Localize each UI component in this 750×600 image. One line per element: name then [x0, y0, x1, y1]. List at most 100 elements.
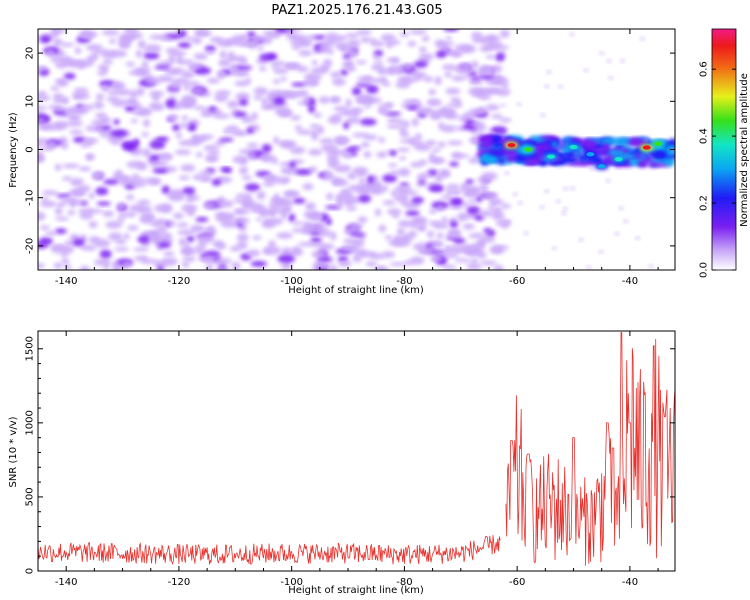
spectrogram-noise-cell: [319, 138, 335, 144]
spectrogram-noise-cell: [326, 192, 334, 201]
spectrogram-noise-cell: [382, 200, 396, 206]
spectrogram-noise-cell: [431, 250, 446, 255]
spectrogram-noise-cell: [151, 93, 161, 102]
spectrogram-signal-cell: [487, 150, 504, 156]
spectrogram-noise-cell: [441, 170, 451, 177]
spectrogram-signal-cell: [666, 144, 675, 152]
spectrogram-noise-cell: [276, 232, 294, 239]
spectrogram-noise-cell: [137, 199, 151, 206]
spectrogram-noise-cell: [88, 221, 98, 229]
spectrogram-noise-cell: [155, 136, 169, 142]
spectrogram-noise-cell: [344, 200, 354, 206]
spectrogram-noise-cell: [107, 89, 119, 96]
spectrogram-noise-cell: [190, 224, 205, 233]
spectrogram-faint-cell: [606, 179, 611, 183]
spectrogram-noise-cell: [113, 119, 120, 125]
spectrogram-noise-cell: [101, 29, 120, 36]
spectrogram-faint-cell: [524, 231, 529, 235]
spectrogram-noise-cell: [149, 231, 162, 241]
colorbar-tick-label: 0.6: [699, 61, 710, 77]
spectrogram-noise-cell: [80, 244, 97, 251]
spectrogram-noise-cell: [227, 51, 235, 60]
spectrogram-noise-cell: [428, 220, 442, 226]
spectrogram-noise-cell: [234, 111, 247, 117]
spectrogram-noise-cell: [117, 216, 125, 223]
spectrogram-faint-cell: [614, 232, 619, 236]
spectrogram-noise-cell: [305, 35, 317, 41]
spectrogram-noise-cell: [273, 136, 280, 145]
spectrogram-faint-cell: [599, 51, 604, 55]
spectrogram-noise-cell: [466, 263, 482, 270]
spectrogram-noise-cell: [101, 50, 116, 59]
spectrogram-noise-cell: [73, 87, 89, 93]
spectrogram-noise-cell: [243, 202, 256, 208]
spectrogram-noise-cell: [426, 100, 442, 107]
spectrogram-noise-cell: [183, 81, 201, 86]
spectrogram-noise-cell: [201, 175, 213, 181]
spectrogram-noise-cell: [218, 137, 234, 142]
spectrogram-noise-cell: [236, 233, 249, 243]
spectrogram-noise-cell: [50, 85, 60, 91]
spectrogram-x-tick-label: -120: [168, 276, 191, 287]
spectrogram-noise-cell: [345, 33, 360, 39]
spectrogram-noise-cell: [303, 96, 311, 105]
spectrogram-noise-cell: [232, 198, 249, 203]
spectrogram-noise-cell: [137, 39, 146, 49]
spectrogram-noise-cell: [389, 262, 407, 267]
spectrogram-noise-cell: [72, 187, 86, 197]
spectrogram-noise-cell: [346, 39, 361, 48]
spectrogram-noise-cell: [63, 264, 72, 270]
spectrogram-noise-cell: [492, 206, 503, 215]
spectrogram-noise-cell: [436, 205, 444, 212]
spectrogram-signal-cell: [665, 159, 675, 167]
spectrogram-noise-cell: [38, 94, 51, 102]
spectrogram-noise-cell: [399, 31, 410, 37]
spectrogram-noise-cell: [78, 208, 94, 214]
spectrogram-signal-cell: [493, 142, 501, 149]
spectrogram-faint-cell: [544, 84, 549, 88]
spectrogram-noise-cell: [453, 237, 466, 244]
spectrogram-noise-cell: [359, 118, 377, 126]
spectrogram-noise-cell: [203, 250, 221, 257]
spectrogram-noise-cell: [421, 35, 430, 42]
spectrogram-noise-cell: [182, 256, 196, 262]
spectrogram-noise-cell: [292, 220, 303, 226]
spectrogram-noise-cell: [374, 208, 382, 217]
spectrogram-noise-cell: [493, 264, 504, 270]
spectrogram-noise-cell: [428, 208, 437, 214]
spectrogram-noise-cell: [450, 97, 459, 103]
spectrogram-noise-cell: [476, 196, 483, 203]
spectrogram-noise-cell: [447, 244, 466, 254]
spectrogram-noise-cell: [443, 245, 452, 254]
spectrogram-noise-cell: [177, 42, 192, 49]
spectrogram-noise-cell: [121, 261, 132, 268]
spectrogram-noise-cell: [468, 79, 484, 85]
spectrogram-faint-cell: [586, 265, 591, 269]
spectrogram-noise-cell: [115, 88, 132, 96]
spectrogram-noise-cell: [157, 75, 175, 83]
spectrogram-faint-cell: [608, 76, 613, 80]
spectrogram-noise-cell: [246, 127, 254, 134]
spectrogram-noise-cell: [434, 39, 445, 48]
spectrogram-noise-cell: [186, 235, 195, 243]
snr-line-segment: [505, 332, 675, 566]
spectrogram-noise-cell: [460, 45, 477, 54]
spectrogram-noise-cell: [69, 129, 84, 135]
spectrogram-faint-cell: [563, 207, 568, 211]
spectrogram-faint-cell: [496, 222, 501, 226]
spectrogram-noise-cell: [491, 114, 503, 119]
spectrogram-noise-cell: [491, 44, 510, 50]
spectrogram-noise-cell: [333, 105, 350, 112]
spectrogram-noise-cell: [175, 132, 182, 139]
spectrogram-noise-cell: [97, 71, 107, 76]
spectrogram-noise-cell: [68, 115, 82, 121]
spectrogram-noise-cell: [313, 34, 326, 40]
spectrogram-noise-cell: [426, 108, 433, 114]
spectrogram-noise-cell: [365, 84, 379, 94]
spectrogram-peak: [524, 147, 533, 152]
spectrogram-noise-cell: [214, 140, 226, 146]
spectrogram-noise-cell: [367, 97, 382, 104]
spectrogram-noise-cell: [291, 227, 308, 233]
spectrogram-noise-cell: [268, 217, 284, 225]
